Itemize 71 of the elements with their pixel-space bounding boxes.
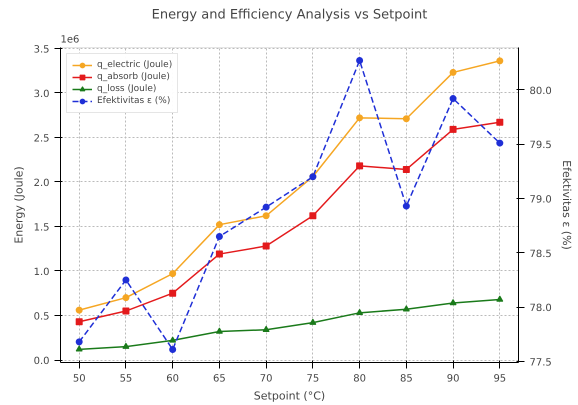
point: [496, 118, 504, 126]
y-tick-label: 3.5: [34, 44, 50, 56]
point: [216, 328, 223, 334]
y2-tick-label: 79.5: [530, 140, 552, 152]
x-tick-label: 80: [353, 374, 366, 384]
legend-label: q_electric (Joule): [97, 59, 172, 71]
point: [402, 305, 410, 312]
point: [169, 270, 176, 278]
x-tick-label: 90: [446, 374, 460, 384]
point: [122, 276, 130, 284]
y-tick-label: 0.5: [34, 311, 50, 322]
point: [169, 346, 176, 353]
point: [76, 345, 83, 352]
y-axis-title: Energy (Joule): [12, 166, 26, 244]
x-tick-label: 65: [213, 374, 226, 384]
y2-tick-label: 77.5: [530, 357, 552, 368]
point: [356, 57, 364, 64]
y2-axis-title: Efektivitas ε (%): [560, 160, 573, 250]
point: [450, 299, 457, 306]
y2-tick-label: 80.0: [530, 86, 552, 97]
y-tick-label: 2.0: [34, 178, 50, 189]
legend-label: Efektivitas ε (%): [97, 95, 170, 107]
point: [76, 338, 83, 346]
point: [262, 204, 270, 211]
point: [169, 290, 176, 297]
text: 1e6: [60, 34, 80, 46]
point: [402, 115, 410, 122]
y-tick-label: 1.5: [34, 222, 50, 234]
y-tick-label: 0.0: [34, 356, 50, 368]
legend-label: q_absorb (Joule): [97, 71, 170, 83]
y-tick-label: 1.0: [34, 266, 50, 278]
point: [402, 202, 410, 210]
point: [76, 318, 83, 326]
point: [122, 308, 130, 315]
y2-tick-label: 78.5: [530, 248, 552, 260]
x-tick-label: 55: [120, 374, 132, 384]
x-tick-label: 50: [72, 374, 86, 384]
point: [262, 212, 270, 220]
legend-label: q_loss (Joule): [97, 83, 156, 95]
point: [496, 140, 504, 147]
x-axis-title: Setpoint (°C): [254, 390, 326, 402]
point: [216, 250, 223, 258]
y2-tick-label: 78.0: [530, 303, 552, 314]
x-tick-label: 75: [306, 374, 320, 384]
point: [356, 308, 364, 316]
y-tick-label: 3.0: [34, 88, 50, 100]
point: [122, 294, 130, 302]
y2-tick-label: 79.0: [530, 194, 552, 206]
point: [309, 318, 316, 325]
point: [309, 212, 316, 220]
point: [76, 306, 83, 314]
point: [262, 242, 270, 250]
point: [356, 162, 364, 170]
x-tick-label: 60: [166, 374, 180, 384]
point: [402, 166, 410, 173]
point: [450, 126, 457, 133]
point: [169, 336, 176, 343]
x-tick-label: 95: [493, 374, 506, 384]
point: [122, 342, 130, 349]
chart-title: Energy and Efficiency Analysis vs Setpoint: [152, 8, 428, 22]
x-tick-label: 70: [260, 374, 273, 384]
point: [450, 95, 457, 102]
point: [450, 68, 457, 76]
point: [496, 296, 504, 302]
point: [216, 233, 223, 240]
point: [356, 114, 364, 122]
y-tick-label: 2.5: [34, 133, 50, 144]
point: [496, 57, 504, 64]
point: [262, 326, 270, 332]
point: [216, 221, 223, 228]
x-tick-label: 85: [400, 374, 413, 384]
